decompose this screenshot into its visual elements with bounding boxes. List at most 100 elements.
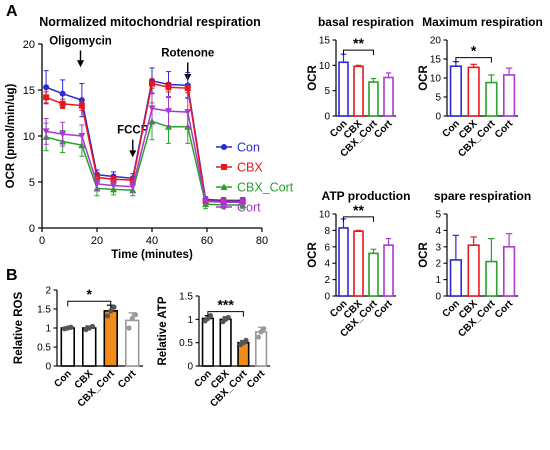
ocr-chart-title: Normalized mitochondrial respiration xyxy=(39,15,261,29)
ros-bar-con xyxy=(60,327,75,367)
ros-bar-cbx xyxy=(82,327,97,367)
ocr-series-cort: Cort xyxy=(42,92,261,215)
ocr-x-tick-label: 60 xyxy=(201,235,213,247)
atp-rel-data-point xyxy=(261,326,267,332)
maximum-y-tick-label: 10 xyxy=(430,74,442,85)
basal-bar-cort xyxy=(383,76,394,117)
atp-y-tick-label: 8 xyxy=(324,226,330,237)
ros-data-point xyxy=(89,323,96,330)
maximum-y-tick-label: 15 xyxy=(430,55,442,66)
spare-category-label: Cort xyxy=(493,298,516,321)
ocr-annotation-label: Rotenone xyxy=(161,47,214,59)
ocr-point xyxy=(42,128,50,135)
ocr-x-tick-label: 0 xyxy=(39,235,45,247)
ros-bar-cbx-cort xyxy=(103,310,119,367)
ros-y-tick-label: 1 xyxy=(45,324,51,335)
ocr-y-tick-label: 15 xyxy=(23,85,35,97)
atp-y-tick-label: 6 xyxy=(324,242,330,253)
ros-data-point xyxy=(126,325,132,331)
basal-y-tick-label: 15 xyxy=(319,36,331,47)
ros-significance-label: * xyxy=(87,286,93,302)
spare-category-label: Con xyxy=(440,298,462,320)
atp-significance-label: ** xyxy=(353,202,364,218)
atp-significance-bracket xyxy=(343,216,374,222)
ros-significance-bracket xyxy=(67,300,112,307)
atp-y-tick-label: 10 xyxy=(319,210,331,221)
ocr-point xyxy=(78,97,85,104)
maximum-category-label: Cort xyxy=(493,118,516,141)
ocr-point xyxy=(221,164,227,170)
ros-y-tick-label: 0.5 xyxy=(37,343,51,354)
ocr-x-label: Time (minutes) xyxy=(111,249,193,261)
spare-y-tick-label: 0 xyxy=(435,292,441,303)
ocr-point xyxy=(93,180,101,188)
basal-bar-con xyxy=(338,61,349,117)
spare-y-tick-label: 4 xyxy=(435,226,441,237)
ocr-point xyxy=(148,105,156,112)
ocr-y-tick-label: 20 xyxy=(23,39,35,51)
maximum-y-tick-label: 5 xyxy=(435,93,441,104)
ocr-legend-label: CBX xyxy=(237,161,263,175)
atp-rel-data-point xyxy=(207,313,214,319)
maximum-bar-cort xyxy=(502,74,516,117)
atp-rel-category-label: Cort xyxy=(245,368,268,391)
maximum-bar-cbx-cort xyxy=(485,81,498,117)
atp-rel-y-tick-label: 1.5 xyxy=(179,292,193,303)
ocr-point xyxy=(202,198,210,205)
maximum-significance-label: * xyxy=(471,43,477,59)
spare-y-tick-label: 5 xyxy=(435,210,441,221)
atp-rel-bar-cbx xyxy=(219,318,232,367)
ocr-point xyxy=(78,133,86,140)
ocr-annotation-label: Oligomycin xyxy=(49,35,112,47)
atp-rel-y-tick-label: 1 xyxy=(187,315,193,326)
ros-y-tick-label: 2 xyxy=(45,286,51,297)
spare-title: spare respiration xyxy=(434,189,531,203)
ocr-point xyxy=(239,199,247,206)
maximum-bar-con xyxy=(449,65,462,117)
ocr-series-line xyxy=(46,107,243,203)
ros-y-tick-label: 0 xyxy=(45,362,51,373)
ocr-point xyxy=(165,84,172,91)
ocr-point xyxy=(184,85,191,92)
spare-y-tick-label: 1 xyxy=(435,275,441,286)
maximum-y-label: OCR xyxy=(418,65,430,91)
atp-rel-bar-con xyxy=(201,317,215,367)
ocr-y-tick-label: 10 xyxy=(23,131,35,143)
atp-rel-y-tick-label: 0.5 xyxy=(179,338,193,349)
basal-y-label: OCR xyxy=(307,65,319,91)
ros-category-label: Cort xyxy=(116,368,139,391)
basal-significance-label: ** xyxy=(353,35,364,51)
ocr-point xyxy=(149,80,155,87)
ocr-x-tick-label: 40 xyxy=(146,235,158,247)
atp-rel-data-point xyxy=(225,314,231,321)
ocr-time-chart: Normalized mitochondrial respiration 0 5 10… xyxy=(5,15,294,261)
ros-data-point xyxy=(129,315,135,322)
atp-y-tick-label: 4 xyxy=(324,259,330,270)
ocr-point xyxy=(43,94,50,101)
basal-y-tick-label: 10 xyxy=(319,61,331,72)
basal-bar-cbx-cort xyxy=(368,81,379,117)
basal-bar-cbx xyxy=(353,65,364,117)
ocr-point xyxy=(110,176,117,183)
ocr-annotation-arrowhead xyxy=(129,150,137,158)
atp-y-tick-label: 0 xyxy=(324,292,330,303)
ros-data-point xyxy=(108,308,114,314)
ocr-x-tick-label: 20 xyxy=(91,235,103,247)
ocr-x-tick-label: 80 xyxy=(256,235,268,247)
basal-significance-bracket xyxy=(343,49,374,56)
basal-category-label: Cort xyxy=(372,118,395,141)
ocr-legend-label: Con xyxy=(237,141,260,155)
atp-bar-cbx xyxy=(353,230,364,297)
ocr-annotation-arrowhead xyxy=(77,60,84,68)
maximum-bar-chart: Maximum respiration05101520OCRConCBXCBX_… xyxy=(418,15,543,160)
atp-bar-cbx-cort xyxy=(368,252,379,297)
atp-rel-category-label: Con xyxy=(192,368,214,390)
ocr-point xyxy=(129,177,136,184)
ocr-y-tick-label: 0 xyxy=(29,223,35,235)
ocr-y-tick-label: 5 xyxy=(29,177,35,189)
ocr-point xyxy=(221,144,227,150)
panel-label-a: A xyxy=(6,3,18,20)
ocr-series-line xyxy=(45,120,243,206)
